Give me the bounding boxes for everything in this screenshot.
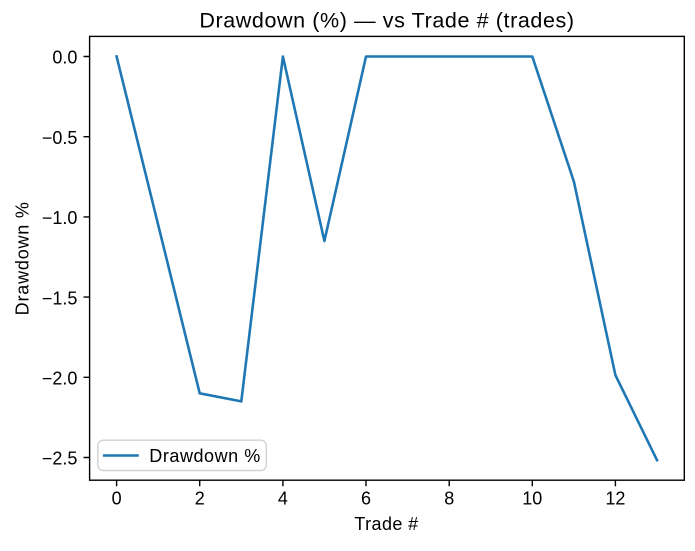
svg-text:12: 12 [605, 488, 625, 508]
svg-text:−1.5: −1.5 [42, 288, 78, 308]
svg-text:Trade #: Trade # [354, 514, 418, 534]
svg-text:6: 6 [361, 488, 371, 508]
svg-text:Drawdown %: Drawdown % [149, 446, 261, 466]
svg-text:0.0: 0.0 [52, 48, 77, 68]
svg-text:2: 2 [195, 488, 205, 508]
svg-text:Drawdown (%) — vs Trade # (tra: Drawdown (%) — vs Trade # (trades) [199, 8, 574, 32]
svg-text:8: 8 [444, 488, 454, 508]
svg-text:−2.0: −2.0 [42, 369, 78, 389]
svg-text:−1.0: −1.0 [42, 208, 78, 228]
svg-text:−2.5: −2.5 [42, 449, 78, 469]
svg-text:Drawdown %: Drawdown % [12, 201, 32, 315]
svg-text:4: 4 [278, 488, 288, 508]
svg-text:10: 10 [522, 488, 542, 508]
svg-text:−0.5: −0.5 [42, 128, 78, 148]
svg-text:0: 0 [112, 488, 122, 508]
